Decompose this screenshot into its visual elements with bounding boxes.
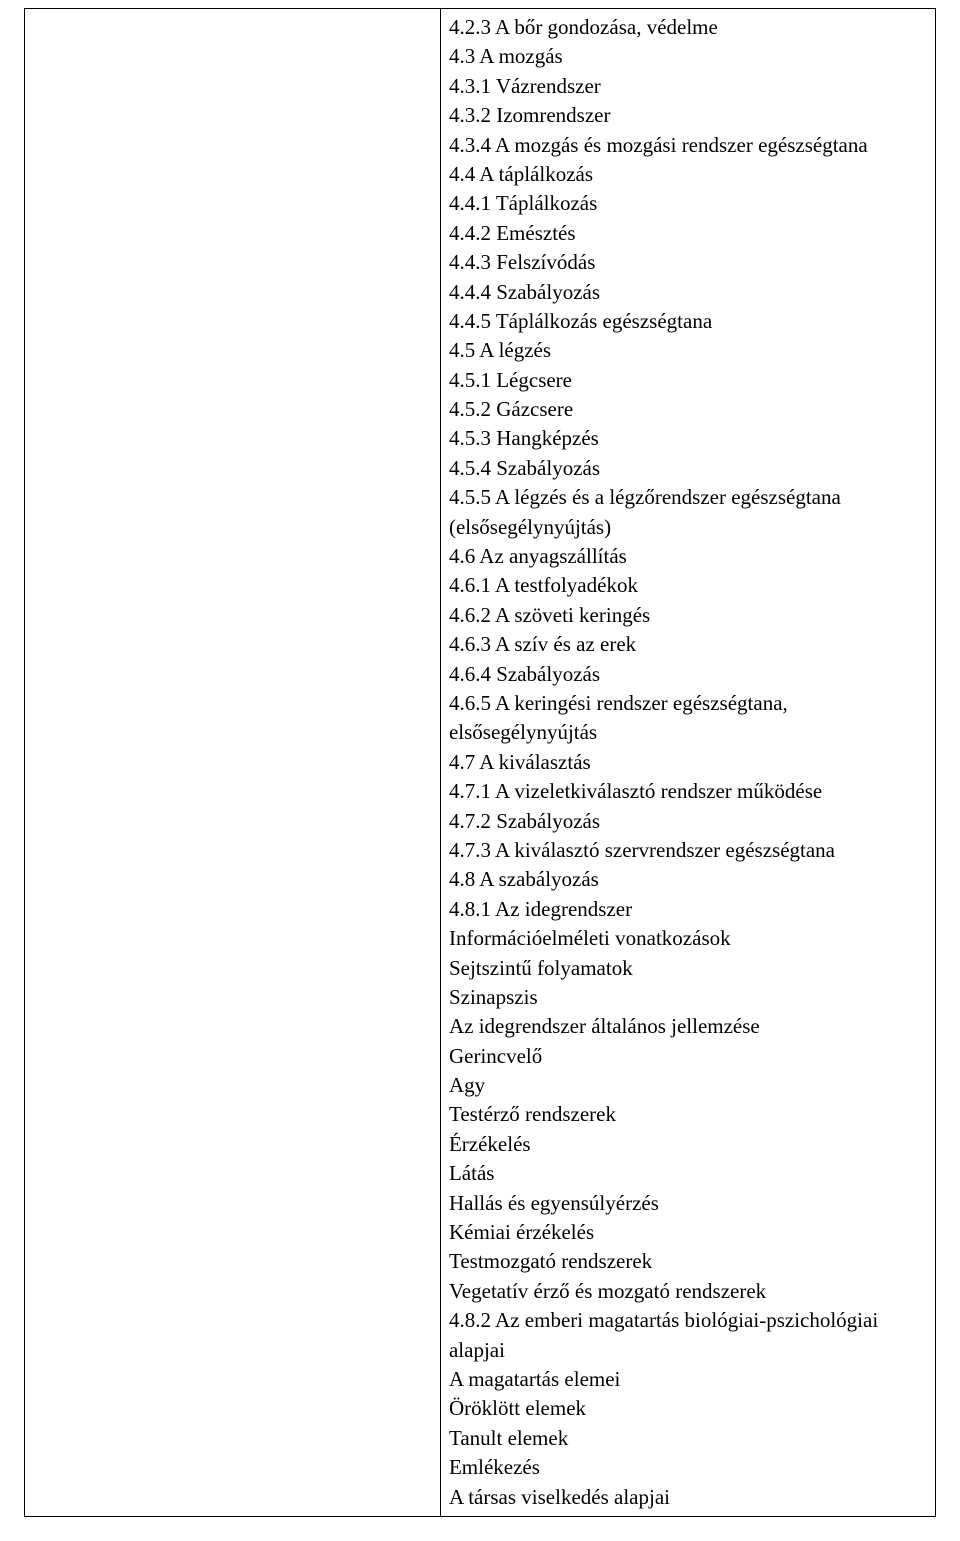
outline-line: Látás bbox=[449, 1159, 927, 1188]
outline-line: Testérző rendszerek bbox=[449, 1100, 927, 1129]
outline-line: 4.5.3 Hangképzés bbox=[449, 424, 927, 453]
outline-line: Öröklött elemek bbox=[449, 1394, 927, 1423]
outline-line: 4.8.1 Az idegrendszer bbox=[449, 895, 927, 924]
outline-line: 4.6.5 A keringési rendszer egészségtana,… bbox=[449, 689, 927, 748]
content-table: 4.2.3 A bőr gondozása, védelme4.3 A mozg… bbox=[24, 8, 936, 1517]
outline-line: 4.7.1 A vizeletkiválasztó rendszer működ… bbox=[449, 777, 927, 806]
left-cell bbox=[25, 9, 441, 1517]
outline-line: Vegetatív érző és mozgató rendszerek bbox=[449, 1277, 927, 1306]
table-row: 4.2.3 A bőr gondozása, védelme4.3 A mozg… bbox=[25, 9, 936, 1517]
outline-line: Az idegrendszer általános jellemzése bbox=[449, 1012, 927, 1041]
outline-line: 4.3.1 Vázrendszer bbox=[449, 72, 927, 101]
outline-line: 4.8 A szabályozás bbox=[449, 865, 927, 894]
document-page: 4.2.3 A bőr gondozása, védelme4.3 A mozg… bbox=[0, 0, 960, 1541]
outline-line: 4.5.2 Gázcsere bbox=[449, 395, 927, 424]
outline-line: Szinapszis bbox=[449, 983, 927, 1012]
outline-line: Hallás és egyensúlyérzés bbox=[449, 1189, 927, 1218]
outline-line: Testmozgató rendszerek bbox=[449, 1247, 927, 1276]
outline-line: 4.4.3 Felszívódás bbox=[449, 248, 927, 277]
outline-line: 4.6.4 Szabályozás bbox=[449, 660, 927, 689]
outline-line: Kémiai érzékelés bbox=[449, 1218, 927, 1247]
outline-line: 4.6.1 A testfolyadékok bbox=[449, 571, 927, 600]
outline-line: 4.5.5 A légzés és a légzőrendszer egészs… bbox=[449, 483, 927, 542]
outline-line: 4.5.4 Szabályozás bbox=[449, 454, 927, 483]
outline-line: 4.3.4 A mozgás és mozgási rendszer egész… bbox=[449, 131, 927, 160]
outline-line: 4.4.2 Emésztés bbox=[449, 219, 927, 248]
outline-line: A társas viselkedés alapjai bbox=[449, 1483, 927, 1512]
outline-line: Gerincvelő bbox=[449, 1042, 927, 1071]
outline-line: 4.4 A táplálkozás bbox=[449, 160, 927, 189]
outline-line: 4.6.2 A szöveti keringés bbox=[449, 601, 927, 630]
outline-line: 4.7 A kiválasztás bbox=[449, 748, 927, 777]
outline-line: 4.5.1 Légcsere bbox=[449, 366, 927, 395]
right-cell: 4.2.3 A bőr gondozása, védelme4.3 A mozg… bbox=[440, 9, 935, 1517]
outline-line: Tanult elemek bbox=[449, 1424, 927, 1453]
outline-line: 4.3.2 Izomrendszer bbox=[449, 101, 927, 130]
outline-line: 4.8.2 Az emberi magatartás biológiai-psz… bbox=[449, 1306, 927, 1365]
outline-line: Érzékelés bbox=[449, 1130, 927, 1159]
outline-line: 4.7.2 Szabályozás bbox=[449, 807, 927, 836]
outline-line: 4.4.4 Szabályozás bbox=[449, 278, 927, 307]
outline-line: Sejtszintű folyamatok bbox=[449, 954, 927, 983]
outline-line: 4.5 A légzés bbox=[449, 336, 927, 365]
outline-line: 4.6 Az anyagszállítás bbox=[449, 542, 927, 571]
outline-line: 4.6.3 A szív és az erek bbox=[449, 630, 927, 659]
outline-line: A magatartás elemei bbox=[449, 1365, 927, 1394]
outline-line: 4.4.5 Táplálkozás egészségtana bbox=[449, 307, 927, 336]
outline-line: 4.2.3 A bőr gondozása, védelme bbox=[449, 13, 927, 42]
outline-line: Információelméleti vonatkozások bbox=[449, 924, 927, 953]
outline-line: Agy bbox=[449, 1071, 927, 1100]
outline-line: 4.7.3 A kiválasztó szervrendszer egészsé… bbox=[449, 836, 927, 865]
outline-line: 4.3 A mozgás bbox=[449, 42, 927, 71]
outline-line: Emlékezés bbox=[449, 1453, 927, 1482]
outline-line: 4.4.1 Táplálkozás bbox=[449, 189, 927, 218]
